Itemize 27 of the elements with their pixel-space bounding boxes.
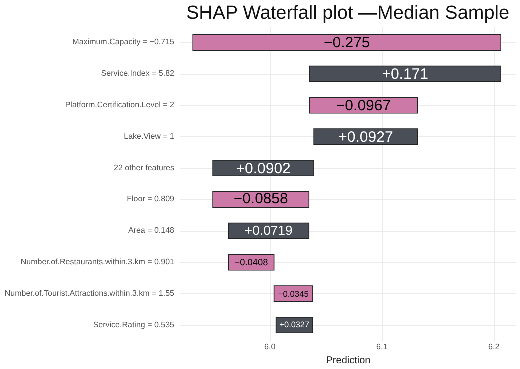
- y-tick-label: Number.of.Restaurants.within.3.km = 0.901: [20, 258, 176, 266]
- data-label: −0.0858: [234, 190, 288, 208]
- x-tick-label: 6.2: [488, 342, 500, 352]
- data-label: +0.0719: [244, 223, 293, 238]
- y-tick-label: Area = 0.148: [128, 226, 176, 236]
- data-label: −0.0967: [336, 98, 392, 114]
- y-tick-label: Service.Index = 5.82: [101, 69, 176, 78]
- y-tick-label: Floor = 0.809: [127, 194, 176, 204]
- data-label: −0.275: [324, 34, 370, 52]
- data-label: −0.0345: [278, 288, 310, 299]
- x-axis-title: Prediction: [326, 356, 371, 366]
- data-label: +0.0327: [280, 320, 310, 330]
- bar: [309, 66, 502, 82]
- y-tick-label: Platform.Certification.Level = 2: [65, 100, 176, 110]
- data-label: +0.0927: [338, 128, 394, 146]
- y-tick-label: Lake.View = 1: [124, 132, 176, 141]
- y-tick-label: 22 other features: [114, 163, 174, 172]
- y-tick-label: Service.Rating = 0.535: [93, 320, 176, 330]
- y-tick-label: Maximum.Capacity = −0.715: [72, 38, 176, 47]
- bar: [192, 34, 502, 51]
- chart-title: SHAP Waterfall plot —Median Sample: [186, 3, 510, 24]
- data-label: +0.0902: [236, 160, 291, 178]
- data-label: +0.171: [382, 66, 428, 84]
- x-tick-label: 6.0: [264, 342, 276, 352]
- data-label: −0.0408: [234, 258, 268, 268]
- y-tick-label: Number.of.Tourist.Attractions.within.3.km = 1.55: [4, 288, 176, 298]
- x-tick-label: 6.1: [376, 342, 388, 352]
